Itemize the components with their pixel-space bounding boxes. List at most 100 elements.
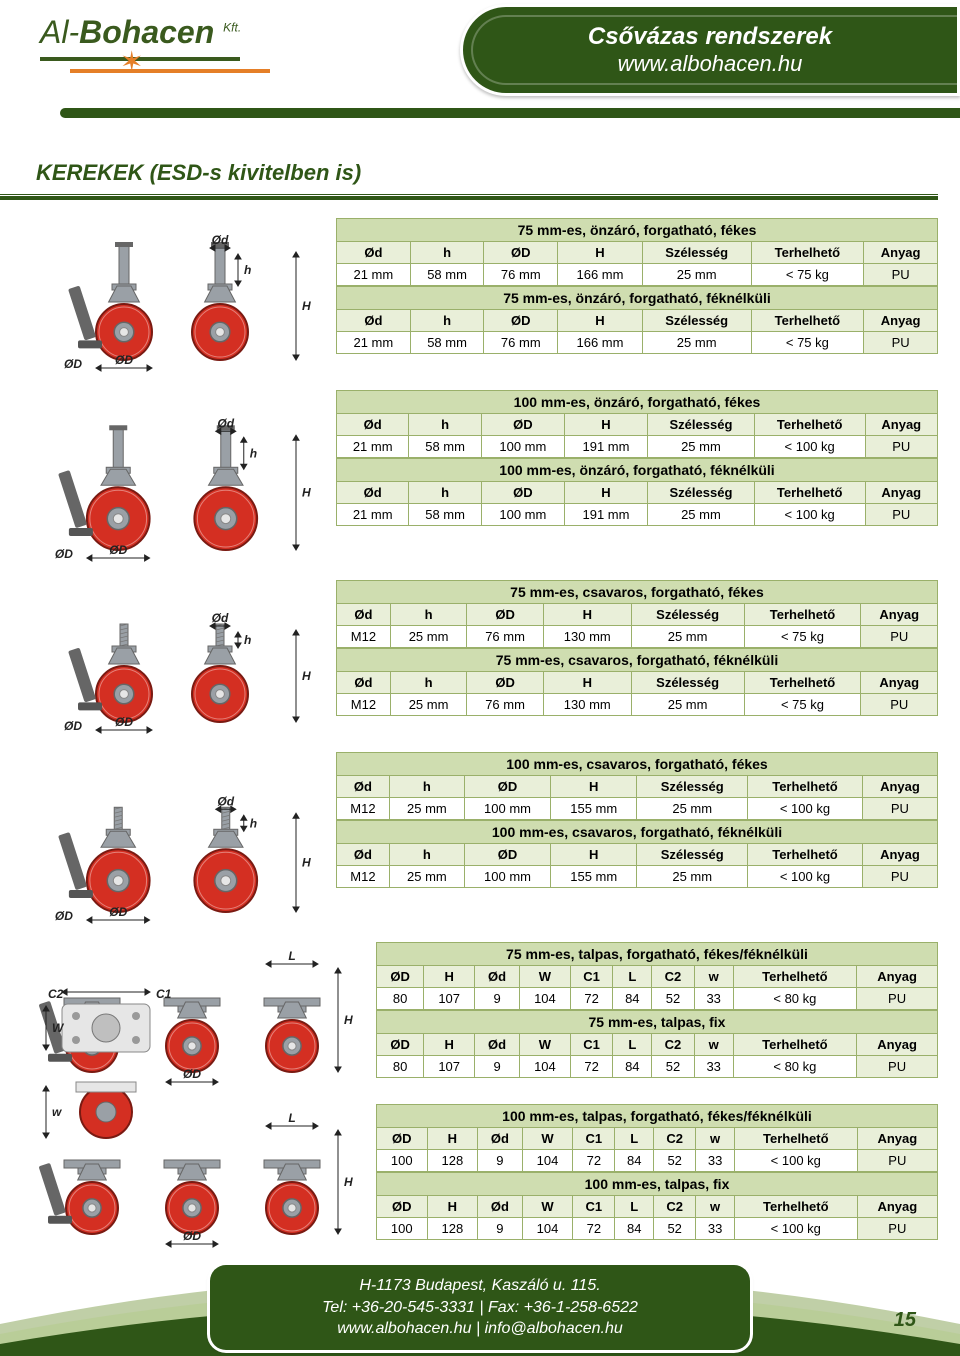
table-header: Ød [478,1128,523,1150]
table-title: 75 mm-es, önzáró, forgatható, fékes [336,218,938,241]
table-cell: 72 [570,988,612,1010]
table-cell: M12 [337,798,390,820]
table-cell: 155 mm [551,798,637,820]
table-cell: 9 [475,988,520,1010]
table-cell: < 100 kg [754,436,865,458]
table-header: h [410,242,484,264]
logo-main: Bohacen [79,14,214,50]
tables-box: 75 mm-es, önzáró, forgatható, fékes ØdhØ… [336,218,938,354]
table-cell: 25 mm [642,264,751,286]
table-row: ØdhØDHSzélességTerhelhetőAnyag [337,844,938,866]
table-cell: 166 mm [558,264,643,286]
table-cell: PU [861,626,938,648]
table-cell: 84 [615,1150,654,1172]
table-cell: 25 mm [389,866,464,888]
section-title: KEREKEK (ESD-s kivitelben is) [36,160,960,186]
logo-prefix: Al- [40,14,79,50]
table-title: 75 mm-es, csavaros, forgatható, féknélkü… [336,648,938,671]
svg-text:ØD: ØD [109,905,127,919]
table-cell: 80 [377,988,424,1010]
table-header: Szélesség [648,414,755,436]
tables-box: 75 mm-es, csavaros, forgatható, fékes Ød… [336,580,938,716]
table-header: Terhelhető [751,242,864,264]
table-row: M1225 mm100 mm155 mm25 mm< 100 kgPU [337,866,938,888]
table-header: ØD [484,310,558,332]
svg-text:H: H [302,669,311,683]
table-header: L [613,966,652,988]
table-cell: 107 [424,988,475,1010]
footer-box: H-1173 Budapest, Kaszáló u. 115. Tel: +3… [210,1265,750,1350]
svg-text:H: H [302,299,311,313]
table-header: Terhelhető [748,776,863,798]
table-row: M1225 mm100 mm155 mm25 mm< 100 kgPU [337,798,938,820]
footer-address: H-1173 Budapest, Kaszáló u. 115. [230,1275,730,1297]
header-title: Csővázas rendszerek [588,23,832,51]
table-row: ØDHØdWC1LC2wTerhelhetőAnyag [377,1128,938,1150]
table-header: C1 [570,1034,612,1056]
table-cell: 155 mm [551,866,637,888]
table-cell: PU [861,694,938,716]
spec-table: ØDHØdWC1LC2wTerhelhetőAnyag1001289104728… [376,1127,938,1172]
table-header: H [564,482,647,504]
table-cell: 58 mm [409,436,481,458]
table-header: Terhelhető [744,604,861,626]
table-header: Anyag [861,604,938,626]
table-cell: 76 mm [484,332,558,354]
table-header: Anyag [864,310,938,332]
table-header: Ød [337,672,391,694]
logo-text: Al-Bohacen Kft. [40,14,320,51]
table-header: C1 [573,1128,615,1150]
table-cell: PU [862,798,937,820]
table-row: 100128910472845233< 100 kgPU [377,1150,938,1172]
table-cell: 25 mm [631,694,744,716]
table-cell: < 100 kg [748,866,863,888]
table-title: 100 mm-es, csavaros, forgatható, fékes [336,752,938,775]
table-header: Anyag [862,844,937,866]
table-header: Szélesség [642,310,751,332]
header-rule [60,108,960,118]
table-row: 21 mm58 mm76 mm166 mm25 mm< 75 kgPU [337,332,938,354]
table-row: M1225 mm76 mm130 mm25 mm< 75 kgPU [337,694,938,716]
table-header: Ød [337,604,391,626]
table-header: Ød [475,1034,520,1056]
table-row: 21 mm58 mm76 mm166 mm25 mm< 75 kgPU [337,264,938,286]
svg-text:Ød: Ød [217,794,234,808]
footer-web: www.albohacen.hu | info@albohacen.hu [230,1318,730,1340]
table-header: W [519,966,570,988]
table-header: H [543,672,631,694]
page-number: 15 [894,1309,916,1332]
table-row: 80107910472845233< 80 kgPU [377,988,938,1010]
table-header: Terhelhető [744,672,861,694]
table-header: ØD [481,482,564,504]
table-row: M1225 mm76 mm130 mm25 mm< 75 kgPU [337,626,938,648]
table-header: h [389,844,464,866]
spec-table: ØdhØDHSzélességTerhelhetőAnyag21 mm58 mm… [336,413,938,458]
table-cell: 107 [424,1056,475,1078]
table-cell: < 75 kg [751,264,864,286]
svg-text:H: H [302,486,311,500]
table-cell: 58 mm [409,504,481,526]
table-cell: M12 [337,866,390,888]
table-cell: M12 [337,626,391,648]
table-header: Terhelhető [733,1034,857,1056]
table-header: Anyag [857,966,938,988]
table-cell: 100 [377,1150,428,1172]
logo-suffix: Kft. [223,20,241,34]
spec-row: Ød H h ØD ØD 75 mm-es, csavaros, forgath… [22,580,938,734]
table-header: Szélesség [631,604,744,626]
diagram-box: Ød H h ØD ØD [22,390,322,562]
table-row: ØDHØdWC1LC2wTerhelhetőAnyag [377,966,938,988]
table-header: ØD [481,414,564,436]
table-cell: 104 [519,1056,570,1078]
caster-diagram-icon: Ød H h ØD ØD [22,756,322,924]
table-header: Terhelhető [754,482,865,504]
caster-diagram-icon: Ød H h ØD ØD [22,222,322,372]
table-cell: PU [864,332,938,354]
table-header: Terhelhető [748,844,863,866]
diagram-box: Ød H h ØD ØD [22,218,322,372]
table-cell: < 100 kg [748,798,863,820]
table-title: 75 mm-es, talpas, fix [376,1010,938,1033]
table-header: H [564,414,647,436]
table-header: C1 [570,966,612,988]
svg-text:h: h [250,446,257,460]
